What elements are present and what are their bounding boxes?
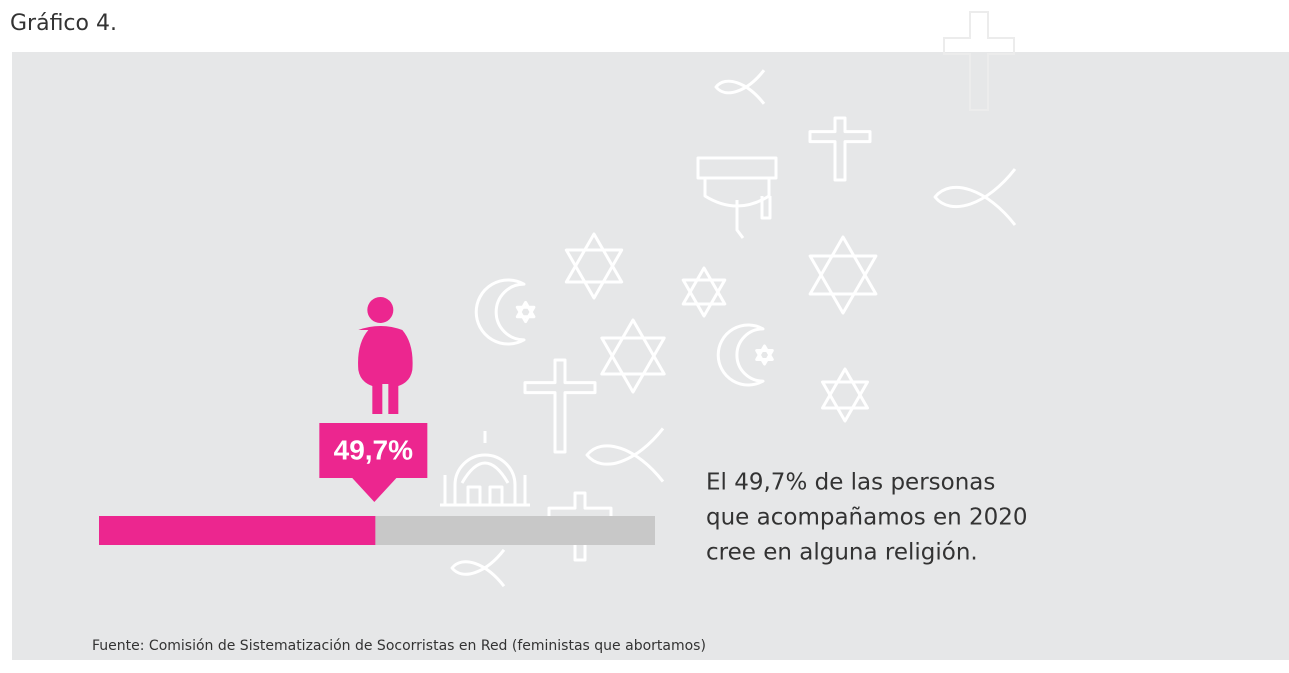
cross-icon bbox=[808, 116, 872, 182]
star-icon bbox=[821, 380, 869, 423]
annotation-line: que acompañamos en 2020 bbox=[706, 505, 1028, 531]
star-icon bbox=[600, 318, 666, 376]
star-icon bbox=[515, 305, 536, 324]
person-head bbox=[367, 297, 394, 323]
star-icon bbox=[808, 254, 878, 315]
cross-icon bbox=[523, 358, 597, 454]
value-label: 49,7% bbox=[334, 434, 413, 465]
annotation-line: El 49,7% de las personas bbox=[706, 470, 995, 496]
fish-icon bbox=[585, 427, 665, 483]
star-icon bbox=[564, 248, 624, 300]
crescent-icon bbox=[474, 278, 526, 346]
star-icon bbox=[681, 278, 727, 318]
crescent-icon bbox=[716, 323, 765, 387]
star-icon bbox=[564, 232, 624, 284]
heading: Gráfico 4. bbox=[10, 11, 117, 36]
decorations bbox=[440, 11, 1017, 588]
person-body bbox=[358, 326, 413, 414]
annotation-line: cree en alguna religión. bbox=[706, 540, 978, 566]
fish-icon bbox=[714, 69, 766, 105]
bar bbox=[99, 516, 376, 545]
cross-icon bbox=[547, 491, 613, 562]
mosque-icon bbox=[440, 431, 530, 507]
panel bbox=[12, 52, 1289, 660]
cross-icon bbox=[943, 11, 1015, 111]
fish-icon bbox=[933, 168, 1017, 226]
star-icon bbox=[681, 266, 727, 306]
star-icon bbox=[821, 367, 869, 410]
lamp-icon bbox=[696, 156, 778, 239]
source: Fuente: Comisión de Sistematización de S… bbox=[92, 638, 706, 654]
fish-icon bbox=[450, 548, 506, 588]
label-pointer bbox=[351, 477, 398, 502]
star-icon bbox=[515, 300, 536, 319]
star-icon bbox=[600, 336, 666, 394]
label-box bbox=[319, 423, 428, 478]
star-icon bbox=[808, 235, 878, 296]
star-icon bbox=[755, 349, 774, 366]
star-icon bbox=[755, 344, 774, 361]
